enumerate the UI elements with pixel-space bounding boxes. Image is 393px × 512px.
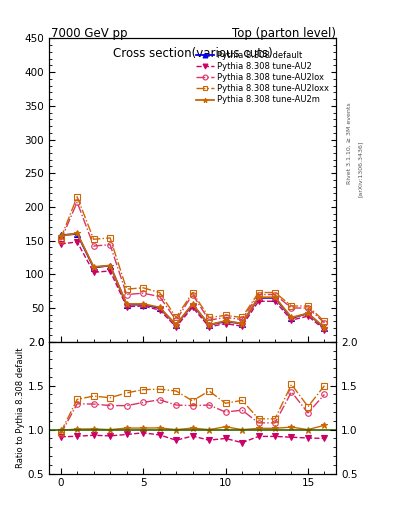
Pythia 8.308 tune-AU2	[141, 303, 145, 309]
Pythia 8.308 tune-AU2m	[322, 325, 327, 331]
Pythia 8.308 tune-AU2m	[223, 318, 228, 324]
Pythia 8.308 default	[190, 302, 195, 308]
Pythia 8.308 tune-AU2	[190, 304, 195, 310]
Pythia 8.308 tune-AU2	[256, 298, 261, 304]
Pythia 8.308 tune-AU2m	[157, 304, 162, 310]
Pythia 8.308 tune-AU2lox	[141, 290, 145, 296]
Y-axis label: Ratio to Pythia 8.308 default: Ratio to Pythia 8.308 default	[16, 348, 25, 468]
Pythia 8.308 tune-AU2	[306, 313, 310, 319]
Pythia 8.308 default	[124, 302, 129, 308]
Pythia 8.308 tune-AU2lox	[273, 291, 277, 297]
Pythia 8.308 tune-AU2lox	[289, 305, 294, 311]
Pythia 8.308 tune-AU2lox	[174, 317, 178, 323]
Pythia 8.308 tune-AU2	[124, 304, 129, 310]
Pythia 8.308 tune-AU2lox	[240, 316, 244, 323]
Pythia 8.308 tune-AU2loxx	[75, 194, 79, 200]
Pythia 8.308 tune-AU2	[289, 317, 294, 323]
Pythia 8.308 default	[58, 232, 63, 238]
Pythia 8.308 tune-AU2loxx	[108, 235, 112, 241]
Pythia 8.308 tune-AU2lox	[124, 291, 129, 297]
Pythia 8.308 tune-AU2m	[75, 230, 79, 236]
Pythia 8.308 tune-AU2m	[124, 301, 129, 307]
Pythia 8.308 tune-AU2lox	[322, 320, 327, 326]
Pythia 8.308 tune-AU2m	[256, 294, 261, 301]
Line: Pythia 8.308 default: Pythia 8.308 default	[58, 231, 327, 331]
Pythia 8.308 tune-AU2m	[207, 322, 211, 328]
Pythia 8.308 tune-AU2loxx	[91, 236, 96, 242]
Pythia 8.308 tune-AU2lox	[207, 317, 211, 323]
Pythia 8.308 default	[240, 321, 244, 327]
Pythia 8.308 tune-AU2lox	[58, 238, 63, 244]
Pythia 8.308 tune-AU2lox	[223, 314, 228, 321]
Pythia 8.308 tune-AU2	[174, 324, 178, 330]
Pythia 8.308 default	[141, 302, 145, 308]
Pythia 8.308 tune-AU2lox	[75, 199, 79, 205]
Pythia 8.308 tune-AU2m	[91, 264, 96, 270]
Line: Pythia 8.308 tune-AU2: Pythia 8.308 tune-AU2	[58, 239, 327, 332]
Legend: Pythia 8.308 default, Pythia 8.308 tune-AU2, Pythia 8.308 tune-AU2lox, Pythia 8.: Pythia 8.308 default, Pythia 8.308 tune-…	[193, 49, 332, 107]
Pythia 8.308 default	[174, 322, 178, 328]
Pythia 8.308 tune-AU2loxx	[157, 289, 162, 295]
Line: Pythia 8.308 tune-AU2lox: Pythia 8.308 tune-AU2lox	[58, 199, 327, 326]
Pythia 8.308 tune-AU2m	[190, 301, 195, 307]
Pythia 8.308 tune-AU2loxx	[273, 289, 277, 295]
Text: Top (parton level): Top (parton level)	[232, 27, 336, 39]
Pythia 8.308 tune-AU2	[75, 239, 79, 245]
Pythia 8.308 tune-AU2	[322, 327, 327, 333]
Pythia 8.308 tune-AU2	[58, 241, 63, 247]
Pythia 8.308 tune-AU2m	[141, 301, 145, 307]
Pythia 8.308 tune-AU2lox	[256, 291, 261, 297]
Line: Pythia 8.308 tune-AU2loxx: Pythia 8.308 tune-AU2loxx	[58, 194, 327, 324]
Pythia 8.308 tune-AU2m	[306, 310, 310, 316]
Pythia 8.308 default	[75, 231, 79, 237]
Pythia 8.308 tune-AU2m	[174, 322, 178, 328]
Pythia 8.308 tune-AU2m	[240, 321, 244, 327]
Pythia 8.308 tune-AU2m	[58, 233, 63, 239]
Pythia 8.308 default	[322, 325, 327, 331]
Pythia 8.308 tune-AU2loxx	[174, 314, 178, 321]
Pythia 8.308 tune-AU2	[223, 321, 228, 327]
Pythia 8.308 default	[306, 310, 310, 316]
Pythia 8.308 tune-AU2loxx	[58, 236, 63, 242]
Pythia 8.308 tune-AU2loxx	[289, 303, 294, 309]
Pythia 8.308 tune-AU2loxx	[223, 312, 228, 318]
Pythia 8.308 tune-AU2loxx	[322, 318, 327, 325]
Pythia 8.308 tune-AU2lox	[157, 293, 162, 300]
Pythia 8.308 tune-AU2lox	[306, 305, 310, 311]
Pythia 8.308 default	[207, 322, 211, 328]
Pythia 8.308 default	[91, 265, 96, 271]
Pythia 8.308 default	[108, 263, 112, 269]
Pythia 8.308 default	[289, 315, 294, 321]
Text: [arXiv:1306.3436]: [arXiv:1306.3436]	[358, 141, 363, 197]
Pythia 8.308 tune-AU2loxx	[256, 289, 261, 295]
Text: Cross section(various cuts): Cross section(various cuts)	[113, 48, 272, 60]
Pythia 8.308 tune-AU2lox	[190, 291, 195, 297]
Pythia 8.308 default	[273, 295, 277, 301]
Pythia 8.308 tune-AU2	[240, 323, 244, 329]
Text: 7000 GeV pp: 7000 GeV pp	[51, 27, 128, 39]
Pythia 8.308 tune-AU2	[157, 307, 162, 313]
Pythia 8.308 tune-AU2lox	[91, 243, 96, 249]
Pythia 8.308 tune-AU2loxx	[190, 289, 195, 295]
Pythia 8.308 tune-AU2loxx	[240, 314, 244, 321]
Pythia 8.308 tune-AU2	[207, 324, 211, 330]
Pythia 8.308 default	[256, 295, 261, 301]
Pythia 8.308 tune-AU2loxx	[207, 314, 211, 321]
Pythia 8.308 tune-AU2loxx	[141, 285, 145, 291]
Pythia 8.308 tune-AU2loxx	[306, 303, 310, 309]
Pythia 8.308 tune-AU2	[91, 269, 96, 275]
Pythia 8.308 default	[223, 318, 228, 325]
Pythia 8.308 tune-AU2m	[289, 314, 294, 321]
Pythia 8.308 tune-AU2	[108, 268, 112, 274]
Pythia 8.308 tune-AU2m	[108, 263, 112, 269]
Pythia 8.308 tune-AU2	[273, 298, 277, 304]
Line: Pythia 8.308 tune-AU2m: Pythia 8.308 tune-AU2m	[57, 230, 328, 331]
Pythia 8.308 tune-AU2loxx	[124, 286, 129, 292]
Pythia 8.308 default	[157, 305, 162, 311]
Pythia 8.308 tune-AU2lox	[108, 242, 112, 248]
Text: Rivet 3.1.10, ≥ 3M events: Rivet 3.1.10, ≥ 3M events	[347, 102, 352, 184]
Pythia 8.308 tune-AU2m	[273, 294, 277, 301]
